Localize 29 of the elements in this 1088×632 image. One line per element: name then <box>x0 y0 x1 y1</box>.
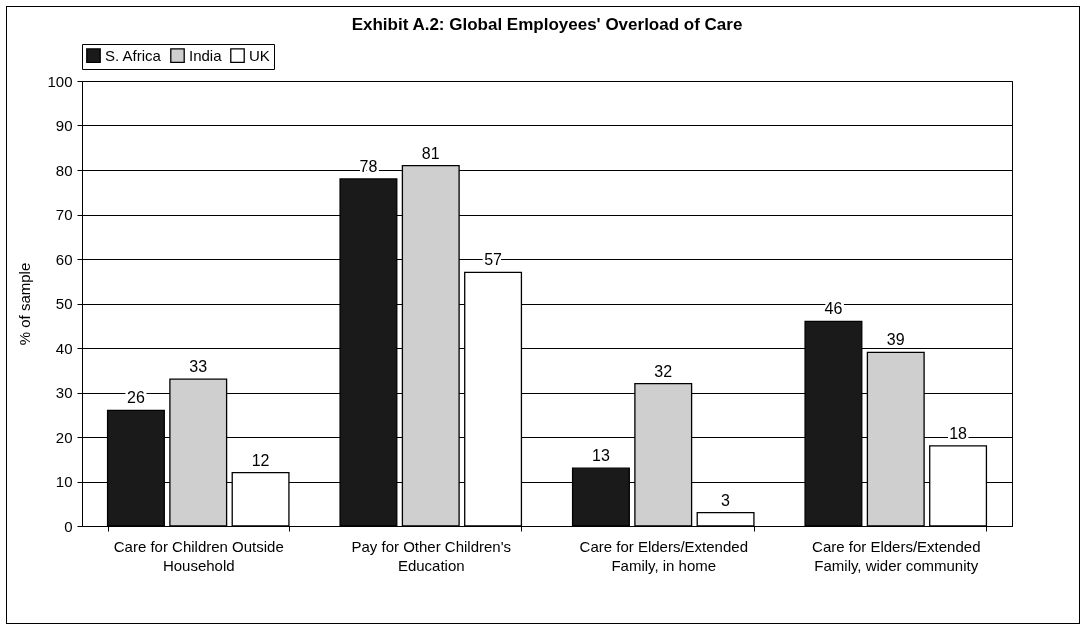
y-axis-title: % of sample <box>16 262 34 346</box>
y-tick-label: 40 <box>55 339 73 357</box>
data-label: 33 <box>189 358 208 376</box>
y-tick-label: 80 <box>55 161 73 179</box>
data-label: 12 <box>251 451 270 469</box>
y-tick-label: 50 <box>55 295 73 312</box>
y-tick-label: 100 <box>47 72 73 90</box>
y-tick-label: 20 <box>55 428 73 446</box>
x-tick-label: Pay for Other Children's Education <box>351 537 512 574</box>
y-tick-label: 70 <box>55 206 73 223</box>
y-tick-label: 60 <box>55 250 73 268</box>
data-label: 3 <box>721 491 731 509</box>
x-tick-label: Care for Elders/Extended Family, in home <box>579 537 748 574</box>
x-tick-label: Care for Elders/Extended Family, wider community <box>812 537 981 574</box>
y-tick-label: 10 <box>55 473 73 490</box>
data-label: 81 <box>421 144 440 162</box>
data-label: 26 <box>127 389 145 407</box>
y-tick-label: 0 <box>64 517 73 535</box>
data-label: 46 <box>824 300 843 318</box>
x-tick-label: Care for Children Outside Household <box>113 537 284 574</box>
legend-label: S. Africa <box>105 46 162 64</box>
data-label: 32 <box>654 362 673 380</box>
legend-label: India <box>189 46 223 64</box>
chart-title: Exhibit A.2: Global Employees' Overload of Care <box>351 14 743 34</box>
y-tick-label: 90 <box>55 117 73 134</box>
data-label: 13 <box>592 447 610 465</box>
data-label: 39 <box>886 331 905 349</box>
y-tick-label: 30 <box>55 384 73 401</box>
legend-label: UK <box>249 46 270 64</box>
